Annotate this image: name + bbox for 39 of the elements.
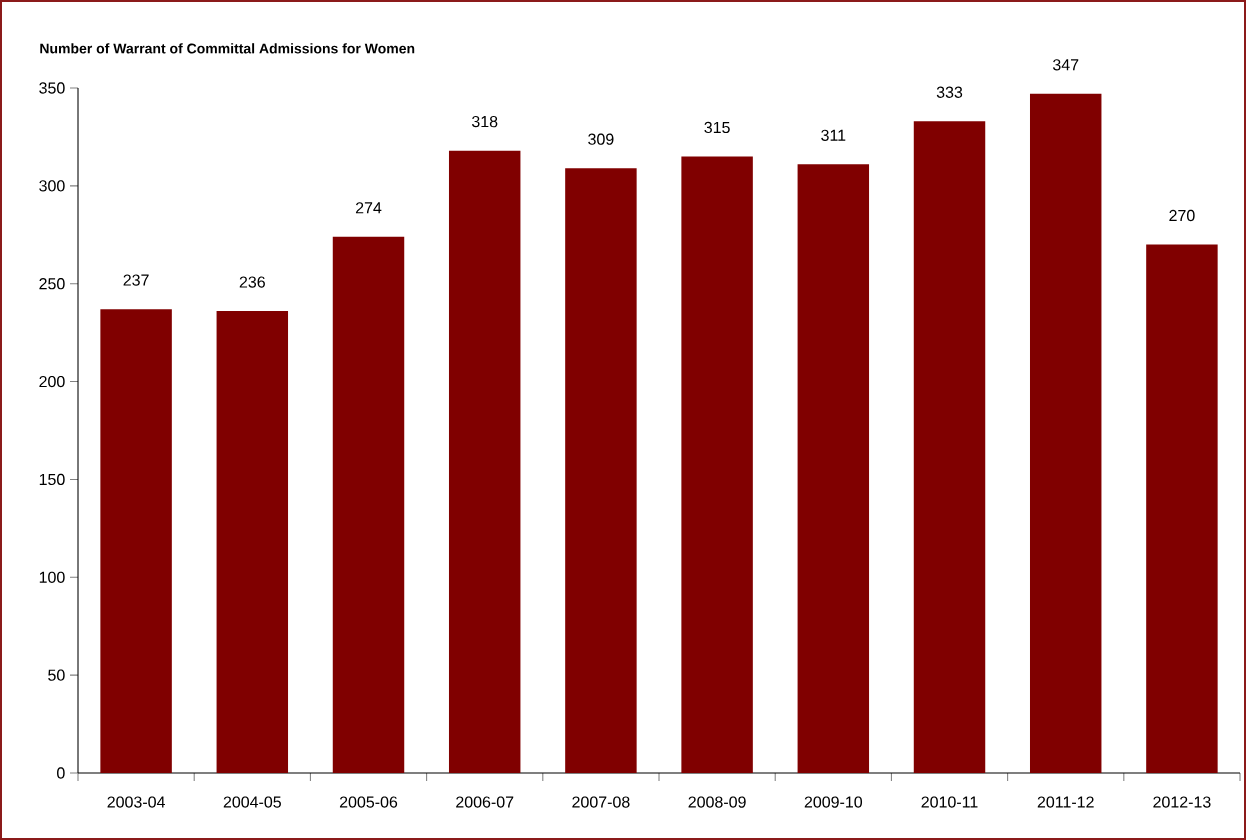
bar <box>565 168 637 773</box>
data-label: 318 <box>471 115 498 128</box>
x-tick-label: 2012-13 <box>1153 796 1211 808</box>
x-tick-label: 2005-06 <box>339 796 398 808</box>
data-label: 347 <box>1052 59 1079 71</box>
y-tick-label: 250 <box>39 278 65 290</box>
bar <box>216 311 289 773</box>
data-label: 333 <box>936 86 963 98</box>
x-tick-label: 2003-04 <box>107 796 165 808</box>
bar <box>332 236 405 773</box>
y-tick-label: 100 <box>39 571 65 583</box>
y-tick-label: 50 <box>48 669 65 681</box>
y-tick-label: 150 <box>39 473 65 486</box>
data-label: 237 <box>123 274 149 286</box>
x-tick-label: 2004-05 <box>223 796 281 808</box>
x-tick-label: 2006-07 <box>456 796 514 808</box>
x-tick-label: 2010-11 <box>921 796 978 808</box>
data-label: 311 <box>821 129 846 141</box>
y-tick-label: 200 <box>39 375 65 388</box>
bar <box>1029 93 1102 773</box>
data-label: 309 <box>588 133 614 145</box>
y-tick-label: 350 <box>39 82 65 94</box>
bar <box>913 121 986 773</box>
y-tick-label: 0 <box>57 767 65 779</box>
x-tick-label: 2008-09 <box>688 796 746 808</box>
data-label: 270 <box>1169 209 1195 222</box>
bar <box>100 309 172 773</box>
bar <box>797 164 870 773</box>
x-tick-label: 2011-12 <box>1037 796 1094 808</box>
data-label: 274 <box>355 202 382 214</box>
data-label: 236 <box>239 276 265 288</box>
x-tick-label: 2007-08 <box>572 796 630 808</box>
y-axis-title: Number of Warrant of Committal Admissions for Women <box>40 43 415 54</box>
bar <box>681 156 753 773</box>
bar <box>448 150 521 773</box>
bar <box>1146 244 1218 773</box>
x-tick-label: 2009-10 <box>804 796 863 808</box>
data-label: 315 <box>704 121 730 134</box>
y-tick-label: 300 <box>39 180 65 192</box>
